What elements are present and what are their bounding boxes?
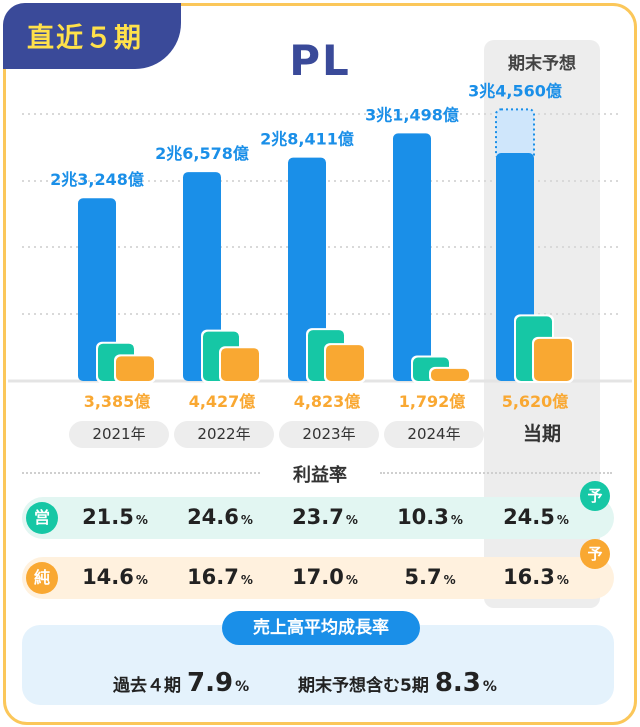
bar-revenue-2 [288, 157, 326, 381]
operating-margin-2024: 10.3% [397, 505, 463, 529]
operating-margin-2023: 23.7% [292, 505, 358, 529]
pl-bar-chart: 2兆3,248億 3,385億 2兆6,578億 4,427億 2兆8,411億 4,82… [8, 81, 632, 411]
label-revenue-4: 3兆4,560億 [468, 81, 562, 100]
bar-revenue-1 [183, 172, 221, 381]
divider-right [380, 472, 612, 474]
label-net-0: 3,385億 [84, 392, 151, 411]
bar-revenue-forecast-4 [495, 108, 535, 161]
year-label-2024: 2024年 [384, 421, 484, 448]
net-margin-row: 純 14.6% 16.7% 17.0% 5.7% 16.3% [22, 557, 614, 599]
bar-net-4 [534, 338, 572, 381]
year-label-2021: 2021年 [69, 421, 169, 448]
year-label-2023: 2023年 [279, 421, 379, 448]
bar-net-1 [221, 348, 259, 381]
operating-margin-current: 24.5% [503, 505, 569, 529]
label-revenue-2: 2兆8,411億 [260, 130, 354, 149]
net-margin-2021: 14.6% [82, 565, 148, 589]
growth-including-forecast: 期末予想含む5期 8.3% [298, 668, 497, 698]
net-margin-2023: 17.0% [292, 565, 358, 589]
divider-left [22, 472, 260, 474]
label-revenue-0: 2兆3,248億 [50, 170, 144, 189]
year-label-current: 当期 [522, 423, 561, 445]
label-net-2: 4,823億 [294, 392, 361, 411]
label-net-3: 1,792億 [399, 392, 466, 411]
operating-margin-2022: 24.6% [187, 505, 253, 529]
operating-margin-row: 営 21.5% 24.6% 23.7% 10.3% 24.5% [22, 497, 614, 539]
bar-net-3 [431, 368, 469, 381]
net-badge: 純 [26, 562, 58, 594]
period-badge: 直近５期 [3, 3, 181, 69]
bar-net-2 [326, 345, 364, 381]
bar-revenue-0 [78, 198, 116, 381]
period-badge-label: 直近５期 [27, 23, 143, 54]
net-margin-current: 16.3% [503, 565, 569, 589]
forecast-badge-net: 予 [580, 539, 610, 569]
bar-revenue-3 [393, 133, 431, 381]
net-margin-2024: 5.7% [404, 565, 456, 589]
profit-rate-label: 利益率 [293, 465, 347, 486]
forecast-header: 期末予想 [508, 54, 576, 74]
net-margin-2022: 16.7% [187, 565, 253, 589]
growth-title: 売上高平均成長率 [222, 611, 420, 645]
forecast-badge-operating: 予 [580, 481, 610, 511]
label-net-4: 5,620億 [502, 392, 569, 411]
bar-net-0 [116, 356, 154, 381]
chart-title: PL [289, 36, 351, 85]
label-revenue-1: 2兆6,578億 [155, 144, 249, 163]
operating-badge: 営 [26, 502, 58, 534]
label-net-1: 4,427億 [189, 392, 256, 411]
label-revenue-3: 3兆1,498億 [365, 105, 459, 124]
year-label-2022: 2022年 [174, 421, 274, 448]
operating-margin-2021: 21.5% [82, 505, 148, 529]
growth-past: 過去４期 7.9% [113, 668, 250, 698]
